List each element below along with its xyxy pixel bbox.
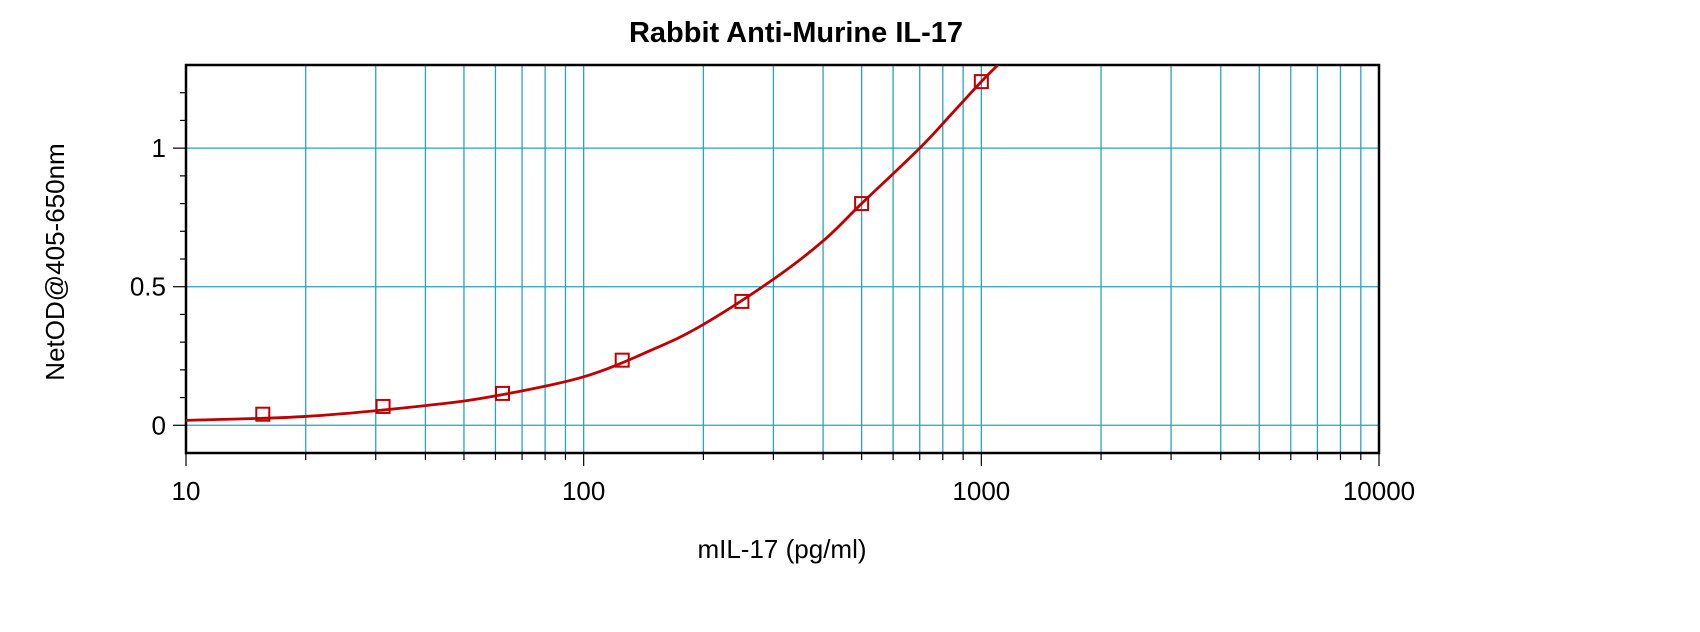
data-point-marker — [375, 398, 391, 414]
data-point-marker — [255, 406, 271, 422]
y-axis-label: NetOD@405-650nm — [40, 143, 70, 380]
data-point-marker — [854, 196, 870, 212]
x-axis-label: mIL-17 (pg/ml) — [697, 534, 866, 564]
x-tick-label: 10000 — [1343, 476, 1415, 506]
y-tick-label: 0.5 — [130, 272, 166, 302]
data-point-marker — [494, 385, 510, 401]
x-tick-labels: 10 100 1000 10000 — [172, 476, 1416, 506]
fit-curve — [186, 65, 999, 422]
y-tick-labels: 00.51 — [130, 133, 166, 440]
data-point-marker — [734, 293, 750, 309]
chart-title: Rabbit Anti-Murine IL-17 — [629, 17, 963, 49]
y-tick-label: 1 — [152, 133, 166, 163]
axis-ticks — [173, 92, 1380, 466]
gridlines — [186, 65, 1379, 453]
data-point-marker — [973, 74, 989, 90]
x-tick-label: 100 — [562, 476, 605, 506]
x-tick-label: 1000 — [952, 476, 1010, 506]
data-series — [186, 65, 999, 422]
x-tick-label: 10 — [172, 476, 201, 506]
data-point-marker — [614, 352, 630, 368]
y-tick-label: 0 — [152, 410, 166, 440]
plot-frame — [184, 63, 1381, 455]
